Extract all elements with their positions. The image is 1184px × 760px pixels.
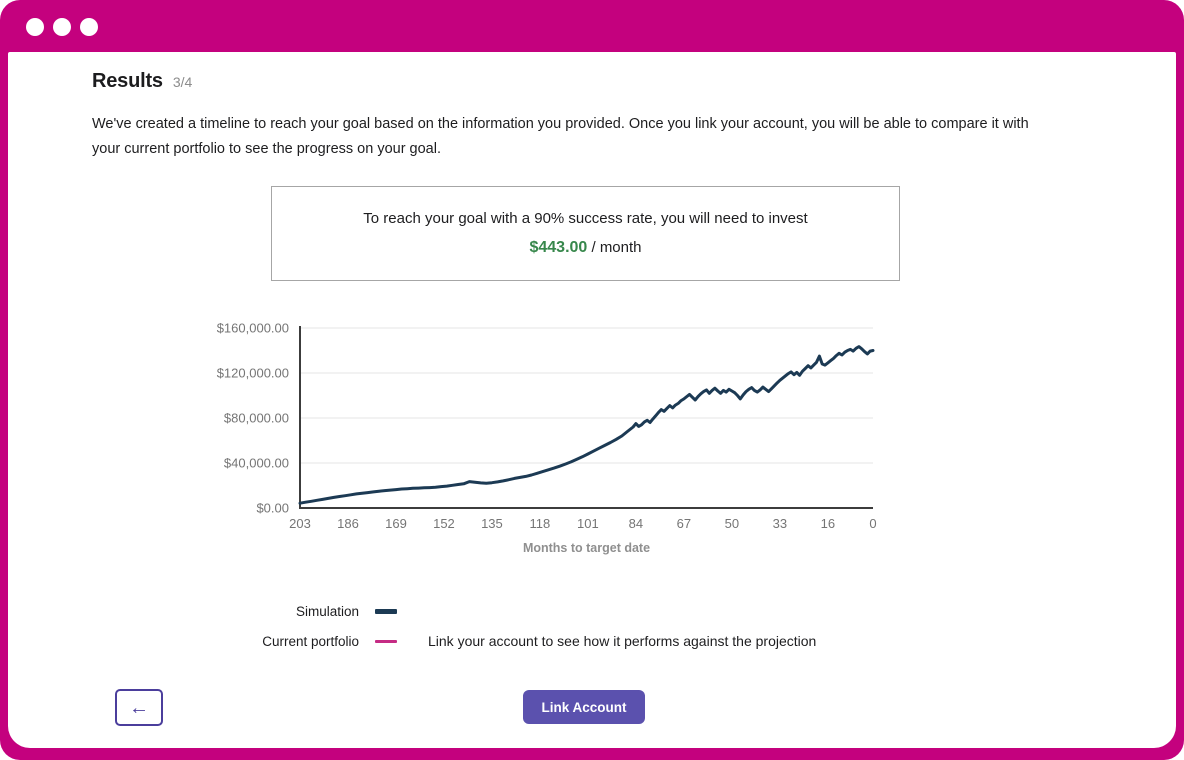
x-tick-label: 152: [433, 516, 455, 531]
portfolio-line-swatch-icon: [375, 639, 397, 643]
summary-text: To reach your goal with a 90% success ra…: [363, 210, 808, 227]
back-arrow-icon: ←: [129, 696, 149, 719]
x-tick-label: 16: [821, 516, 835, 531]
x-axis-title: Months to target date: [523, 541, 650, 555]
page-content: Results 3/4 We've created a timeline to …: [8, 52, 1176, 748]
x-tick-label: 135: [481, 516, 503, 531]
y-tick-label: $120,000.00: [217, 366, 289, 381]
projection-chart: $160,000.00 $120,000.00 $80,000.00 $40,000.…: [8, 310, 1176, 560]
x-tick-label: 50: [725, 516, 739, 531]
window-dot-icon: [26, 18, 44, 36]
window-titlebar: [0, 0, 1184, 52]
legend-row-portfolio: Current portfolio Link your account to s…: [183, 630, 816, 652]
x-tick-label: 0: [869, 516, 876, 531]
x-tick-label: 169: [385, 516, 407, 531]
summary-amount-line: $443.00 / month: [272, 239, 899, 257]
x-tick-label: 84: [629, 516, 643, 531]
simulation-chart-svg: $160,000.00 $120,000.00 $80,000.00 $40,000.…: [217, 321, 877, 556]
window-dot-icon: [80, 18, 98, 36]
step-indicator: 3/4: [172, 74, 193, 90]
simulation-line-swatch-icon: [375, 608, 397, 614]
monthly-amount: $443.00: [529, 239, 588, 256]
series-line-simulation: [298, 345, 875, 505]
intro-paragraph: We've created a timeline to reach your g…: [92, 116, 1029, 157]
window-dot-icon: [53, 18, 71, 36]
page-title: Results: [92, 70, 163, 92]
x-tick-label: 203: [289, 516, 311, 531]
legend-portfolio-label: Current portfolio: [262, 633, 359, 649]
legend-simulation-label: Simulation: [295, 603, 359, 619]
amount-suffix: / month: [587, 239, 642, 256]
page-heading: Results 3/4: [92, 70, 192, 93]
chart-legend: Simulation Current portfolio Link your a…: [183, 600, 816, 660]
investment-summary-box: To reach your goal with a 90% success ra…: [271, 186, 900, 281]
x-tick-label: 67: [677, 516, 691, 531]
y-tick-label: $0.00: [256, 501, 289, 516]
back-button[interactable]: ←: [115, 689, 163, 726]
y-tick-label: $160,000.00: [217, 321, 289, 336]
link-account-button[interactable]: Link Account: [523, 690, 645, 724]
x-tick-label: 118: [530, 516, 551, 531]
y-tick-label: $80,000.00: [224, 411, 289, 426]
portfolio-link-note: Link your account to see how it performs…: [428, 633, 817, 649]
legend-row-simulation: Simulation: [183, 600, 816, 622]
x-tick-label: 101: [577, 516, 599, 531]
x-tick-label: 186: [337, 516, 359, 531]
x-tick-label: 33: [773, 516, 787, 531]
y-tick-label: $40,000.00: [224, 456, 289, 471]
